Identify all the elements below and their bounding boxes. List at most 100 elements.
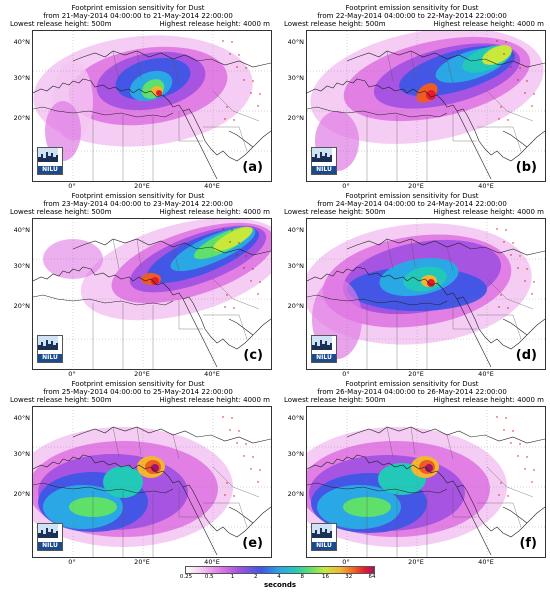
footprint-map: NILU (e) — [32, 406, 272, 558]
footprint-map: NILU (d) — [306, 218, 546, 370]
borders — [366, 50, 534, 181]
panel-letter: (f) — [517, 536, 539, 551]
release-points — [222, 416, 261, 497]
panel-title: Footprint emission sensitivity for Dust — [71, 380, 205, 388]
lat-label: 40°N — [13, 226, 30, 234]
lowest-release: Lowest release height: 500m — [10, 20, 112, 28]
lon-label: 40°E — [478, 370, 494, 378]
lat-label: 40°N — [287, 38, 304, 46]
release-heights: Lowest release height: 500m Highest relea… — [284, 396, 544, 404]
lon-label: 20°E — [134, 558, 150, 566]
skyline-icon — [312, 524, 332, 538]
lowest-release: Lowest release height: 500m — [284, 20, 386, 28]
footprint-map: NILU (a) — [32, 30, 272, 182]
colorbar-tick: 0.25 — [179, 574, 193, 580]
lat-label: 20°N — [13, 302, 30, 310]
lat-label: 40°N — [13, 414, 30, 422]
borders — [366, 238, 534, 369]
panel-letter: (e) — [240, 536, 265, 551]
panel-letter: (d) — [513, 348, 539, 363]
nilu-logo: NILU — [311, 147, 337, 175]
lowest-release: Lowest release height: 500m — [284, 208, 386, 216]
highest-release: Highest release height: 4000 m — [433, 20, 544, 28]
plume-contour — [151, 464, 159, 472]
colorbar-tick: 2 — [254, 574, 258, 580]
logo-text: NILU — [38, 354, 62, 362]
colorbar-tick: 4 — [277, 574, 281, 580]
nilu-logo: NILU — [37, 147, 63, 175]
plume-contour — [426, 90, 436, 100]
colorbar-tick: 8 — [300, 574, 305, 580]
lon-label: 0° — [342, 370, 350, 378]
logo-text: NILU — [312, 354, 336, 362]
footprint-map: NILU (f) — [306, 406, 546, 558]
map-panel-f: Footprint emission sensitivity for Dust f… — [276, 378, 548, 566]
sensitivity-field — [307, 219, 545, 369]
lon-label: 20°E — [408, 370, 424, 378]
highest-release: Highest release height: 4000 m — [159, 20, 270, 28]
lon-label: 40°E — [204, 370, 220, 378]
sensitivity-field — [33, 31, 271, 181]
skyline-icon — [312, 336, 332, 350]
map-panel-a: Footprint emission sensitivity for Dust f… — [2, 2, 274, 190]
lat-label: 20°N — [287, 302, 304, 310]
plume-contour — [156, 90, 162, 96]
graticule — [307, 31, 545, 181]
borders — [92, 238, 260, 369]
lat-label: 30°N — [287, 74, 304, 82]
highest-release: Highest release height: 4000 m — [159, 208, 270, 216]
borders — [92, 50, 260, 181]
panel-date-range: from 25-May-2014 04:00:00 to 25-May-2014… — [43, 388, 233, 396]
colorbar-tick: 32 — [345, 574, 353, 580]
map-panel-e: Footprint emission sensitivity for Dust f… — [2, 378, 274, 566]
colorbar-tick: 16 — [322, 574, 329, 580]
colorbar-tick: 64 — [368, 574, 376, 580]
lon-label: 20°E — [408, 558, 424, 566]
graticule — [33, 407, 271, 557]
plume-layer — [33, 35, 253, 161]
lat-label: 20°N — [287, 490, 304, 498]
panel-title: Footprint emission sensitivity for Dust — [71, 4, 205, 12]
panel-letter: (b) — [513, 160, 539, 175]
sensitivity-field — [33, 407, 271, 557]
highest-release: Highest release height: 4000 m — [159, 396, 270, 404]
lon-label: 0° — [68, 182, 76, 190]
release-points — [496, 416, 535, 497]
lat-label: 30°N — [287, 262, 304, 270]
plume-layer — [307, 223, 532, 359]
panel-date-range: from 22-May-2014 04:00:00 to 22-May-2014… — [317, 12, 507, 20]
map-panel-c: Footprint emission sensitivity for Dust f… — [2, 190, 274, 378]
nilu-logo: NILU — [37, 523, 63, 551]
lon-label: 20°E — [408, 182, 424, 190]
lat-label: 30°N — [13, 262, 30, 270]
coastlines — [33, 238, 271, 368]
skyline-icon — [38, 336, 58, 350]
colorbar-label: seconds — [263, 581, 297, 589]
logo-text: NILU — [38, 166, 62, 174]
lon-label: 0° — [68, 370, 76, 378]
graticule — [33, 219, 271, 369]
skyline-icon — [38, 524, 58, 538]
lowest-release: Lowest release height: 500m — [10, 396, 112, 404]
panel-title: Footprint emission sensitivity for Dust — [71, 192, 205, 200]
logo-text: NILU — [312, 542, 336, 550]
lon-label: 40°E — [204, 558, 220, 566]
graticule — [307, 219, 545, 369]
skyline-icon — [38, 148, 58, 162]
logo-text: NILU — [312, 166, 336, 174]
graticule — [307, 407, 545, 557]
coastlines — [307, 50, 545, 180]
plume-contour — [482, 45, 512, 65]
plume-layer — [43, 219, 271, 321]
nilu-logo: NILU — [311, 523, 337, 551]
release-heights: Lowest release height: 500m Highest relea… — [10, 396, 270, 404]
lon-label: 0° — [68, 558, 76, 566]
lon-label: 40°E — [204, 182, 220, 190]
release-heights: Lowest release height: 500m Highest relea… — [10, 208, 270, 216]
lat-label: 20°N — [13, 490, 30, 498]
panel-date-range: from 24-May-2014 04:00:00 to 24-May-2014… — [317, 200, 507, 208]
sensitivity-field — [307, 407, 545, 557]
lon-label: 40°E — [478, 182, 494, 190]
coastlines — [307, 238, 545, 368]
colorbar-tick: 1 — [230, 574, 235, 580]
